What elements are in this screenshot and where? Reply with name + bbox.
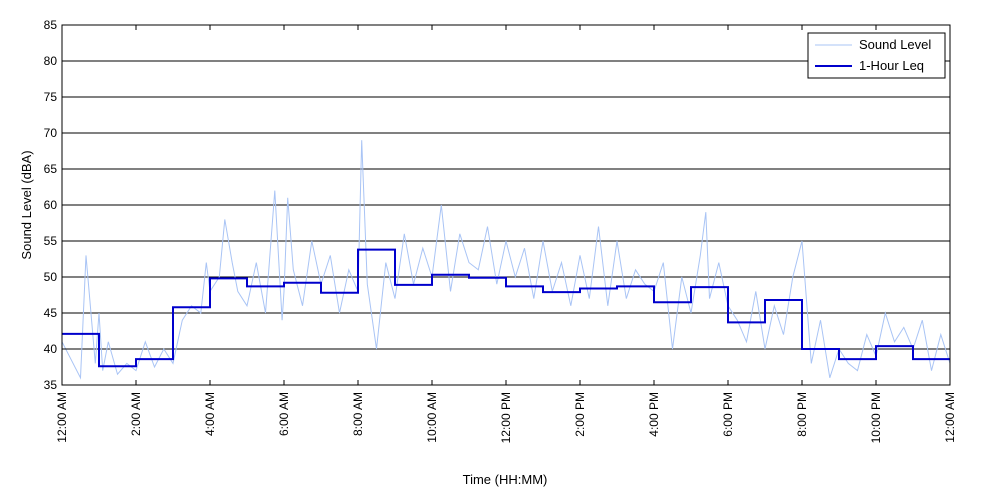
legend-box bbox=[807, 32, 946, 79]
x-tick-label-11: 10:00 PM bbox=[869, 392, 883, 443]
x-tick-label-5: 10:00 AM bbox=[425, 392, 439, 443]
y-tick-label-40: 40 bbox=[44, 342, 58, 356]
series-line-1-hour-leq bbox=[62, 248, 950, 368]
x-tick-label-9: 6:00 PM bbox=[721, 392, 735, 437]
x-tick-label-3: 6:00 AM bbox=[277, 392, 291, 436]
x-tick-label-1: 2:00 AM bbox=[129, 392, 143, 436]
x-tick-label-6: 12:00 PM bbox=[499, 392, 513, 443]
x-tick-label-7: 2:00 PM bbox=[573, 392, 587, 437]
y-tick-label-70: 70 bbox=[44, 126, 58, 140]
legend-label-sound-level: Sound Level bbox=[859, 37, 931, 52]
y-tick-label-50: 50 bbox=[44, 270, 58, 284]
x-axis-title: Time (HH:MM) bbox=[463, 472, 548, 487]
x-tick-label-12: 12:00 AM bbox=[943, 392, 957, 443]
y-axis: 35 40 45 50 55 60 65 70 75 80 85 bbox=[44, 18, 67, 392]
x-tick-label-4: 8:00 AM bbox=[351, 392, 365, 436]
x-tick-label-10: 8:00 PM bbox=[795, 392, 809, 437]
legend: Sound Level 1-Hour Leq bbox=[807, 32, 946, 79]
x-tick-label-8: 4:00 PM bbox=[647, 392, 661, 437]
x-tick-label-2: 4:00 AM bbox=[203, 392, 217, 436]
series-line-sound-level bbox=[61, 140, 951, 380]
series-group bbox=[61, 140, 951, 380]
y-axis-title: Sound Level (dBA) bbox=[19, 150, 34, 259]
legend-label-1-hour-leq: 1-Hour Leq bbox=[859, 58, 924, 73]
y-tick-label-80: 80 bbox=[44, 54, 58, 68]
y-tick-label-45: 45 bbox=[44, 306, 58, 320]
x-axis: 12:00 AM 2:00 AM 4:00 AM 6:00 AM 8:00 AM 10:0… bbox=[55, 25, 957, 443]
y-tick-label-35: 35 bbox=[44, 378, 58, 392]
x-tick-label-0: 12:00 AM bbox=[55, 392, 69, 443]
y-tick-label-85: 85 bbox=[44, 18, 58, 32]
y-tick-label-55: 55 bbox=[44, 234, 58, 248]
y-tick-label-75: 75 bbox=[44, 90, 58, 104]
y-tick-label-65: 65 bbox=[44, 162, 58, 176]
y-tick-label-60: 60 bbox=[44, 198, 58, 212]
